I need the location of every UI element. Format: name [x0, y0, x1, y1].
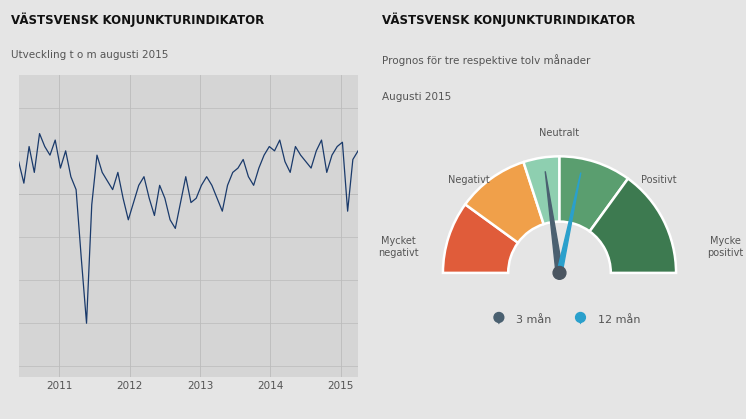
- Text: Negativt: Negativt: [448, 175, 489, 185]
- Wedge shape: [524, 156, 560, 224]
- Circle shape: [494, 313, 504, 322]
- Text: VÄSTSVENSK KONJUNKTURINDIKATOR: VÄSTSVENSK KONJUNKTURINDIKATOR: [382, 13, 636, 27]
- Text: VÄSTSVENSK KONJUNKTURINDIKATOR: VÄSTSVENSK KONJUNKTURINDIKATOR: [11, 13, 264, 27]
- Wedge shape: [589, 178, 676, 273]
- Text: 12 mån: 12 mån: [598, 315, 641, 324]
- Polygon shape: [577, 319, 584, 324]
- Text: Neutralt: Neutralt: [539, 128, 580, 138]
- Wedge shape: [443, 204, 518, 273]
- Text: Prognos för tre respektive tolv månader: Prognos för tre respektive tolv månader: [382, 54, 590, 66]
- Wedge shape: [466, 162, 544, 243]
- Text: 3 mån: 3 mån: [516, 315, 552, 324]
- Polygon shape: [545, 171, 563, 273]
- Polygon shape: [557, 173, 581, 274]
- Text: Positivt: Positivt: [641, 175, 677, 185]
- Circle shape: [553, 266, 566, 279]
- Text: Mycke
positivt: Mycke positivt: [707, 236, 743, 258]
- Wedge shape: [560, 156, 628, 231]
- Polygon shape: [495, 319, 502, 324]
- Text: Augusti 2015: Augusti 2015: [382, 92, 451, 102]
- Text: Mycket
negativt: Mycket negativt: [378, 236, 419, 258]
- Text: Utveckling t o m augusti 2015: Utveckling t o m augusti 2015: [11, 50, 169, 60]
- Circle shape: [576, 313, 586, 322]
